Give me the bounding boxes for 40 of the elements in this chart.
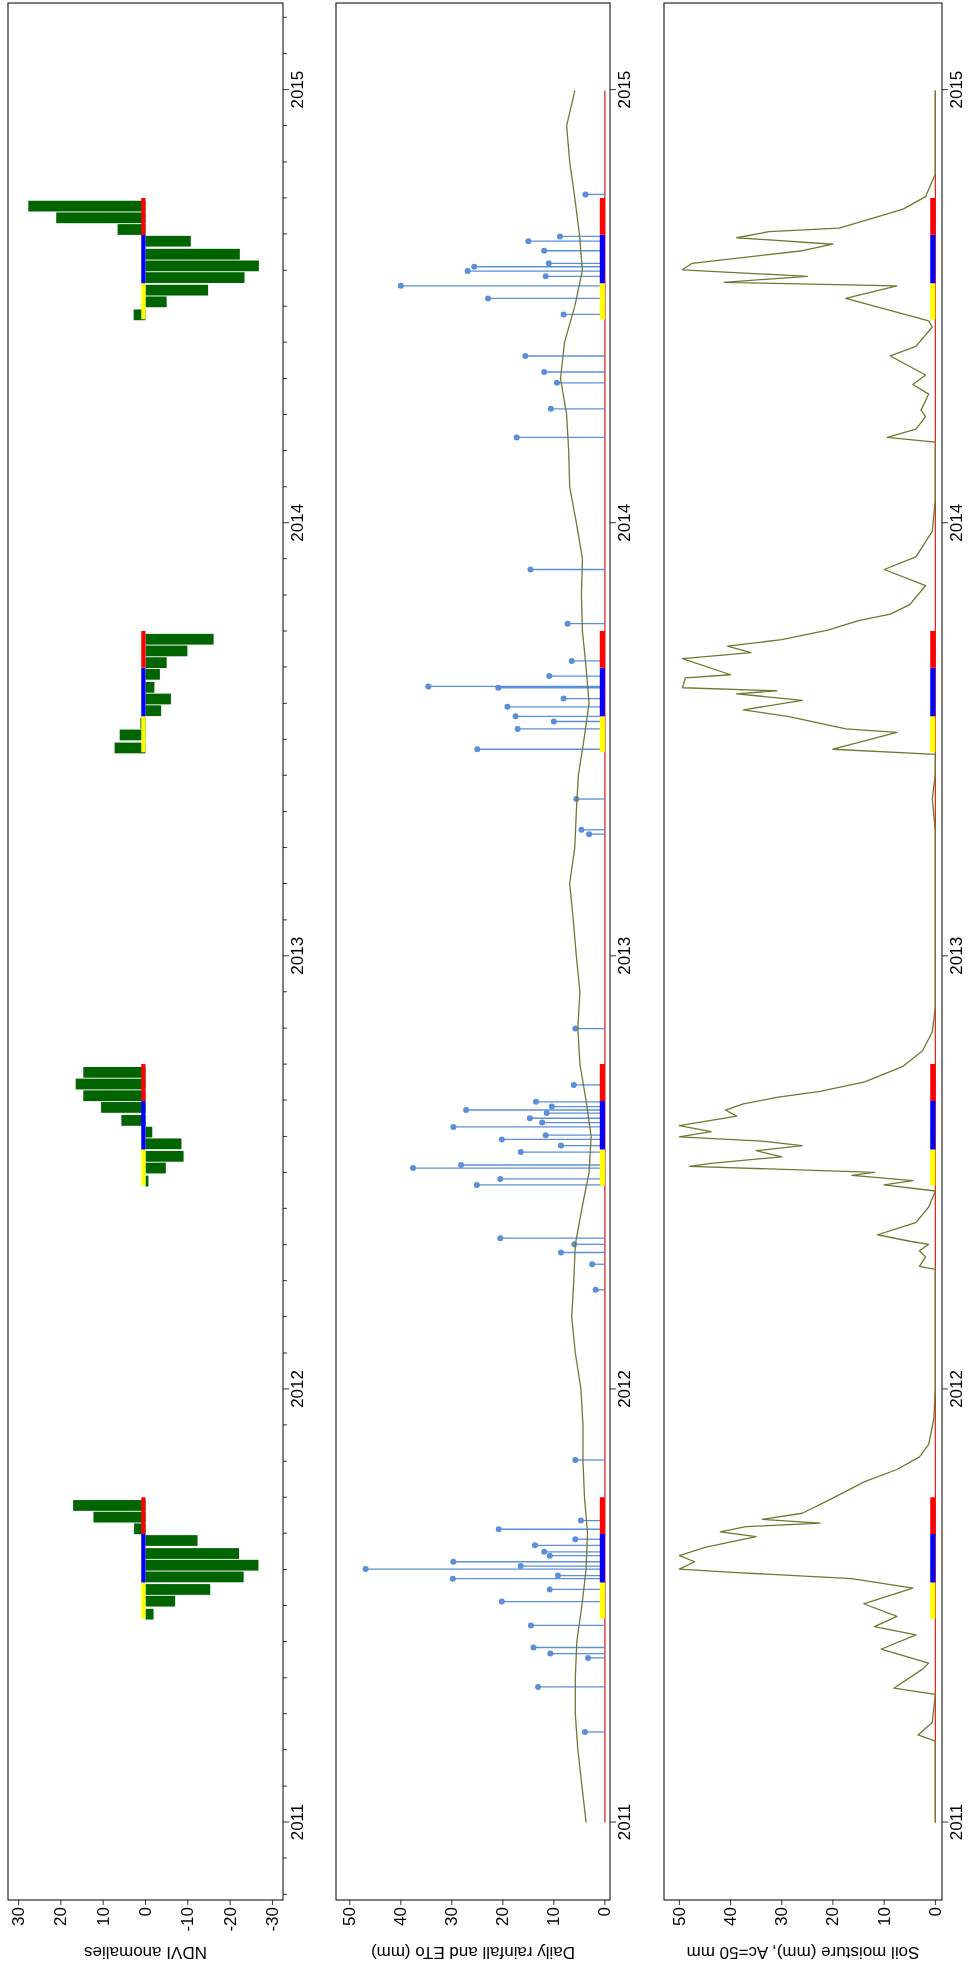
x-tick-label: 50 (340, 1907, 360, 1926)
y-tick-label: 2013 (615, 936, 634, 975)
x-tick-label: 40 (721, 1907, 741, 1926)
x-tick-label: -10 (178, 1907, 198, 1932)
x-tick-label: 40 (391, 1907, 411, 1926)
y-tick-label: 2014 (288, 503, 307, 542)
x-tick-label: 30 (772, 1907, 792, 1926)
x-tick-label: 10 (874, 1907, 894, 1926)
x-tick-label: 30 (442, 1907, 462, 1926)
x-tick-label: -20 (220, 1907, 240, 1932)
y-tick-label: 2015 (288, 70, 307, 109)
x-tick-label: 10 (93, 1907, 113, 1926)
bar (145, 235, 191, 247)
x-tick-label: 10 (544, 1907, 564, 1926)
y-tick-label: 2014 (947, 503, 966, 542)
y-tick-label: 2013 (947, 936, 966, 975)
x-tick-label: 50 (669, 1907, 689, 1926)
x-tick-label: -30 (262, 1907, 282, 1932)
y-tick-label: 2011 (615, 1803, 634, 1841)
y-tick-label: 2015 (615, 70, 634, 109)
y-tick-label: 2011 (288, 1803, 307, 1841)
x-tick-label: 0 (136, 1907, 155, 1917)
y-tick-label: 2012 (947, 1370, 966, 1408)
x-axis-title: Soil moisture (mm), Ac=50 mm (686, 1942, 920, 1962)
x-tick-label: 20 (823, 1907, 843, 1926)
x-tick-label: 0 (595, 1907, 615, 1917)
x-tick-label: 0 (925, 1907, 945, 1917)
bar (145, 1535, 198, 1546)
y-tick-label: 2014 (615, 503, 634, 542)
x-tick-label: 20 (51, 1907, 71, 1926)
x-axis-title: NDVI anomalies (84, 1942, 207, 1962)
y-tick-label: 2015 (947, 70, 966, 109)
y-tick-label: 2012 (615, 1370, 634, 1408)
x-axis-title: Daily rainfall and ETo (mm) (370, 1942, 576, 1962)
y-tick-label: 2012 (288, 1370, 307, 1408)
y-tick-label: 2013 (288, 936, 307, 975)
x-tick-label: 30 (9, 1907, 29, 1926)
x-tick-label: 20 (493, 1907, 513, 1926)
y-tick-label: 2011 (947, 1803, 966, 1841)
bar (145, 1608, 154, 1620)
